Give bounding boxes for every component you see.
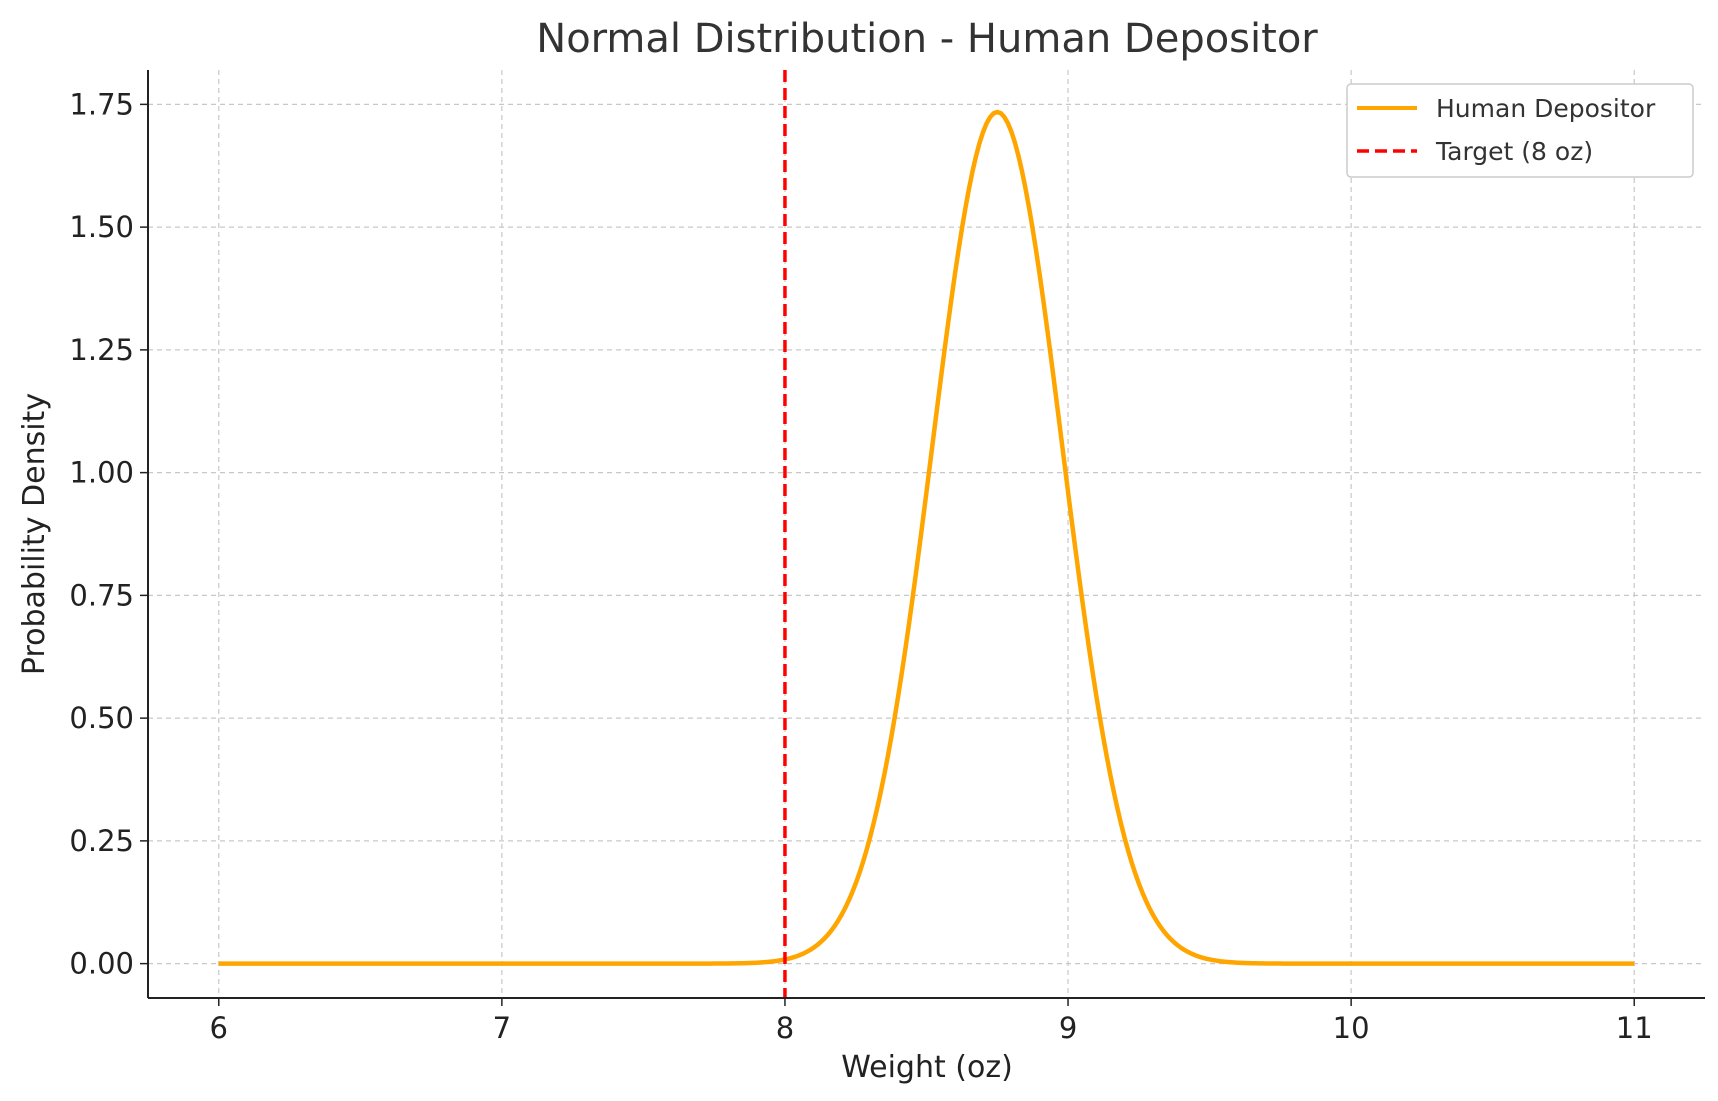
axes: [147, 70, 1705, 999]
y-tick-label: 1.50: [69, 210, 134, 244]
x-axis-label: Weight (oz): [841, 1050, 1013, 1085]
legend-box: [1346, 83, 1694, 178]
y-tick-label: 0.25: [69, 824, 134, 858]
x-axis-ticks: 6 7 8 9 10 11: [210, 998, 1653, 1045]
y-axis-label: Probability Density: [17, 393, 52, 675]
x-tick-label: 9: [1059, 1011, 1077, 1045]
grid: [148, 70, 1705, 998]
y-tick-label: 0.00: [69, 947, 134, 981]
y-tick-label: 0.75: [69, 578, 134, 612]
y-tick-label: 0.50: [69, 701, 134, 735]
chart-title: Normal Distribution - Human Depositor: [536, 16, 1318, 62]
legend-label-human-depositor: Human Depositor: [1436, 94, 1656, 123]
x-tick-label: 11: [1616, 1011, 1653, 1045]
y-tick-label: 1.25: [69, 333, 134, 367]
legend-label-target: Target (8 oz): [1435, 137, 1593, 166]
x-tick-label: 6: [210, 1011, 228, 1045]
x-tick-label: 7: [493, 1011, 511, 1045]
legend: Human Depositor Target (8 oz): [1346, 83, 1694, 178]
y-axis-ticks: 0.00 0.25 0.50 0.75 1.00 1.25 1.50 1.75: [69, 87, 148, 981]
y-tick-label: 1.00: [69, 456, 134, 490]
series-line-human-depositor: [218, 109, 1635, 966]
x-tick-label: 10: [1333, 1011, 1370, 1045]
x-tick-label: 8: [776, 1011, 794, 1045]
y-tick-label: 1.75: [69, 87, 134, 121]
plot-series: [218, 70, 1635, 998]
